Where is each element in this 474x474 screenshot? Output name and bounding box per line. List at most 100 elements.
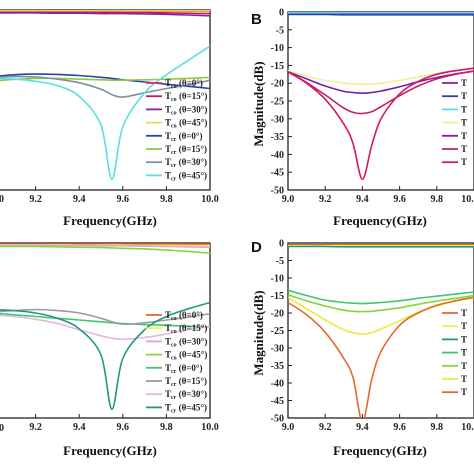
x-tick-label: 9.2 bbox=[319, 194, 332, 205]
y-tick-label: -35 bbox=[271, 361, 284, 372]
panel-b-ylabel: Magnitude(dB) bbox=[251, 61, 266, 146]
series-line-5 bbox=[0, 312, 210, 328]
legend-entry: Tco (θ=30°) bbox=[165, 104, 207, 116]
legend-entry: T bbox=[461, 348, 467, 358]
x-tick-label: 9.8 bbox=[431, 194, 444, 205]
x-tick-label: 9.6 bbox=[117, 194, 130, 205]
legend-entry: Tcr (θ=30°) bbox=[165, 389, 207, 401]
panel-a-series bbox=[0, 10, 210, 181]
panel-c: 0 Frequency(GHz) 9.2 9.4 9.6 9.8 10.0 Tco (θ… bbox=[0, 242, 219, 458]
legend-entry: Tco (θ=0°) bbox=[165, 310, 203, 322]
legend-entry: T bbox=[461, 308, 467, 318]
legend-entry: T bbox=[461, 78, 467, 88]
x-tick-label: 10.0 bbox=[461, 194, 474, 205]
x-tick-label: 9.4 bbox=[356, 422, 369, 433]
panel-d-ticks: 9.0 9.2 9.4 9.6 9.8 10.0 0 -5 -10 -15 -20 -25 -30 -35… bbox=[271, 239, 474, 433]
series-line-2 bbox=[0, 10, 210, 15]
x-tick-label: 9.8 bbox=[431, 422, 444, 433]
legend-entry: T bbox=[461, 91, 467, 101]
x-tick-label: 9.6 bbox=[117, 422, 130, 433]
legend-entry: T bbox=[461, 157, 467, 167]
series-line-5 bbox=[0, 73, 210, 90]
x-tick-label: 10.0 bbox=[461, 422, 474, 433]
legend-entry: Tcr (θ=45°) bbox=[165, 402, 207, 414]
y-tick-label: -15 bbox=[271, 61, 284, 72]
y-tick-label: -30 bbox=[271, 344, 284, 355]
y-tick-label: -50 bbox=[271, 186, 284, 197]
series-line-6 bbox=[0, 76, 210, 82]
y-tick-label: -25 bbox=[271, 326, 284, 337]
panel-a: 0 Frequency(GHz) 9.2 9.4 9.6 9.8 10.0 Tco (θ… bbox=[0, 9, 219, 228]
y-tick-label: -35 bbox=[271, 132, 284, 143]
y-tick-label: -20 bbox=[271, 79, 284, 90]
panel-a-xlabel: Frequency(GHz) bbox=[63, 213, 157, 228]
panel-a-legend: Tco (θ=0°)Tco (θ=15°)Tco (θ=30°) Tco (θ=4… bbox=[146, 78, 207, 182]
series-line-4 bbox=[288, 289, 474, 305]
panel-b-ticks: 9.0 9.2 9.4 9.6 9.8 10.0 0 -5 -10 -15 -20 -25 -30 -35… bbox=[271, 8, 474, 205]
y-tick-label: 0 bbox=[279, 8, 284, 19]
x-tick-label: 9.8 bbox=[160, 422, 173, 433]
legend-entry: Tcr (θ=0°) bbox=[165, 131, 203, 143]
y-tick-label: -50 bbox=[271, 414, 284, 425]
legend-entry: T bbox=[461, 118, 467, 128]
y-tick-label: -20 bbox=[271, 309, 284, 320]
panel-c-xlabel: Frequency(GHz) bbox=[63, 443, 157, 458]
series-line-7 bbox=[0, 75, 210, 98]
panel-d-xlabel: Frequency(GHz) bbox=[333, 443, 427, 458]
x-tick-label: 9.8 bbox=[160, 194, 173, 205]
panel-c-frame bbox=[0, 242, 211, 419]
series-line-3 bbox=[0, 244, 210, 248]
y-tick-label: -30 bbox=[271, 114, 284, 125]
y-tick-label: -45 bbox=[271, 168, 284, 179]
series-line-3 bbox=[0, 12, 210, 17]
y-tick-label: -40 bbox=[271, 379, 284, 390]
x-tick-label: 9.0 bbox=[282, 194, 295, 205]
legend-entry: Tcr (θ=15°) bbox=[165, 376, 207, 388]
y-tick-label: -5 bbox=[276, 256, 284, 267]
x-tick-label: 10.0 bbox=[201, 422, 219, 433]
y-tick-label: -15 bbox=[271, 291, 284, 302]
legend-entry: Tcr (θ=15°) bbox=[165, 144, 207, 156]
legend-entry: T bbox=[461, 321, 467, 331]
x-tick-label: 10.0 bbox=[201, 194, 219, 205]
series-line-4 bbox=[0, 245, 210, 254]
legend-entry: T bbox=[461, 387, 467, 397]
x-tick-label: 9.2 bbox=[29, 194, 42, 205]
series-line-6 bbox=[288, 70, 474, 115]
legend-entry: T bbox=[461, 131, 467, 141]
panel-b-frame bbox=[287, 11, 474, 191]
legend-entry: Tcr (θ=45°) bbox=[165, 170, 207, 182]
legend-entry: T bbox=[461, 361, 467, 371]
x-tick-label: 9.0 bbox=[282, 422, 295, 433]
x-tick-label: 9.2 bbox=[29, 422, 42, 433]
panel-c-xticks: 9.2 9.4 9.6 9.8 10.0 bbox=[0, 242, 219, 433]
x-tick-label: 9.6 bbox=[393, 422, 406, 433]
series-line-7 bbox=[0, 314, 210, 341]
legend-entry: T bbox=[461, 374, 467, 384]
y-tick-label: -40 bbox=[271, 150, 284, 161]
panel-a-xtick-partial: 0 bbox=[0, 194, 4, 205]
panel-d-series bbox=[288, 244, 474, 418]
series-line-5 bbox=[288, 294, 474, 313]
y-tick-label: -5 bbox=[276, 25, 284, 36]
legend-entry: T bbox=[461, 144, 467, 154]
legend-entry: T bbox=[461, 104, 467, 114]
panel-d-label: D bbox=[251, 239, 262, 256]
legend-entry: Tcr (θ=30°) bbox=[165, 157, 207, 169]
legend-entry: Tco (θ=15°) bbox=[165, 91, 207, 103]
series-line-8 bbox=[0, 45, 210, 181]
x-tick-label: 9.6 bbox=[393, 194, 406, 205]
legend-entry: Tcr (θ=0°) bbox=[165, 363, 203, 375]
series-line-7 bbox=[288, 296, 474, 418]
y-tick-label: -25 bbox=[271, 97, 284, 108]
panel-b-label: B bbox=[251, 11, 262, 28]
x-tick-label: 9.4 bbox=[73, 422, 86, 433]
panel-c-legend: Tco (θ=0°)Tco (θ=15°)Tco (θ=30°) Tco (θ=4… bbox=[146, 310, 207, 414]
panel-d: D Magnitude(dB) Frequency(GHz) 9.0 9.2 9.4… bbox=[251, 239, 474, 458]
x-tick-label: 9.4 bbox=[73, 194, 86, 205]
x-tick-label: 9.4 bbox=[356, 194, 369, 205]
legend-entry: Tco (θ=45°) bbox=[165, 118, 207, 130]
